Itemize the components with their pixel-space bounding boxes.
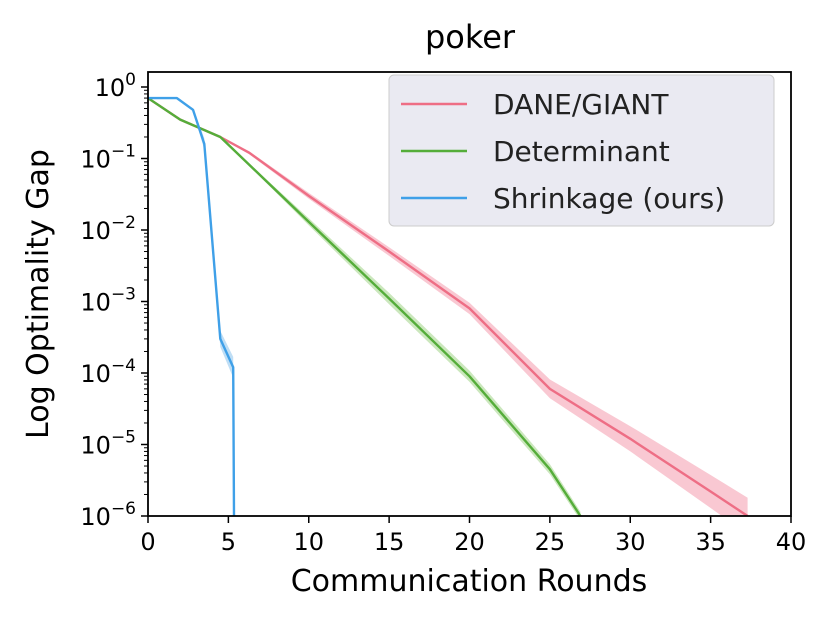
series-line-determinant — [148, 97, 582, 516]
y-tick-label: 10−1 — [80, 142, 136, 174]
band-shrinkage-ours — [148, 98, 234, 516]
y-axis-label: Log Optimality Gap — [21, 149, 56, 439]
band-dane-giant — [148, 98, 748, 516]
legend-label: Determinant — [493, 135, 670, 168]
x-tick-label: 40 — [776, 528, 807, 556]
x-axis-ticks: 0 5 10 15 20 25 30 35 40 — [140, 516, 806, 556]
y-tick-label: 10−4 — [80, 356, 136, 388]
y-tick-label: 10−3 — [80, 285, 136, 317]
x-tick-label: 25 — [535, 528, 566, 556]
y-tick-label: 10−5 — [80, 428, 136, 460]
x-tick-label: 10 — [293, 528, 324, 556]
legend-box — [388, 74, 775, 227]
x-axis-label: Communication Rounds — [291, 564, 648, 599]
x-tick-label: 20 — [454, 528, 485, 556]
x-tick-label: 5 — [221, 528, 236, 556]
legend-label: Shrinkage (ours) — [493, 182, 725, 215]
x-tick-label: 35 — [695, 528, 726, 556]
x-tick-label: 0 — [140, 528, 155, 556]
y-axis-ticks: 100 10−1 10−2 10−3 10−4 10−5 10−6 — [80, 70, 148, 531]
legend: DANE/GIANT Determinant Shrinkage (ours) — [388, 74, 775, 227]
series-lines — [148, 96, 749, 516]
series-line-shrinkage-ours — [148, 96, 236, 516]
x-tick-label: 30 — [615, 528, 646, 556]
y-tick-label: 100 — [95, 70, 136, 102]
y-tick-label: 10−6 — [80, 499, 136, 531]
y-tick-label: 10−2 — [80, 213, 136, 245]
x-tick-label: 15 — [374, 528, 405, 556]
legend-label: DANE/GIANT — [493, 88, 669, 121]
confidence-bands — [148, 98, 748, 516]
chart-title: poker — [425, 18, 516, 56]
